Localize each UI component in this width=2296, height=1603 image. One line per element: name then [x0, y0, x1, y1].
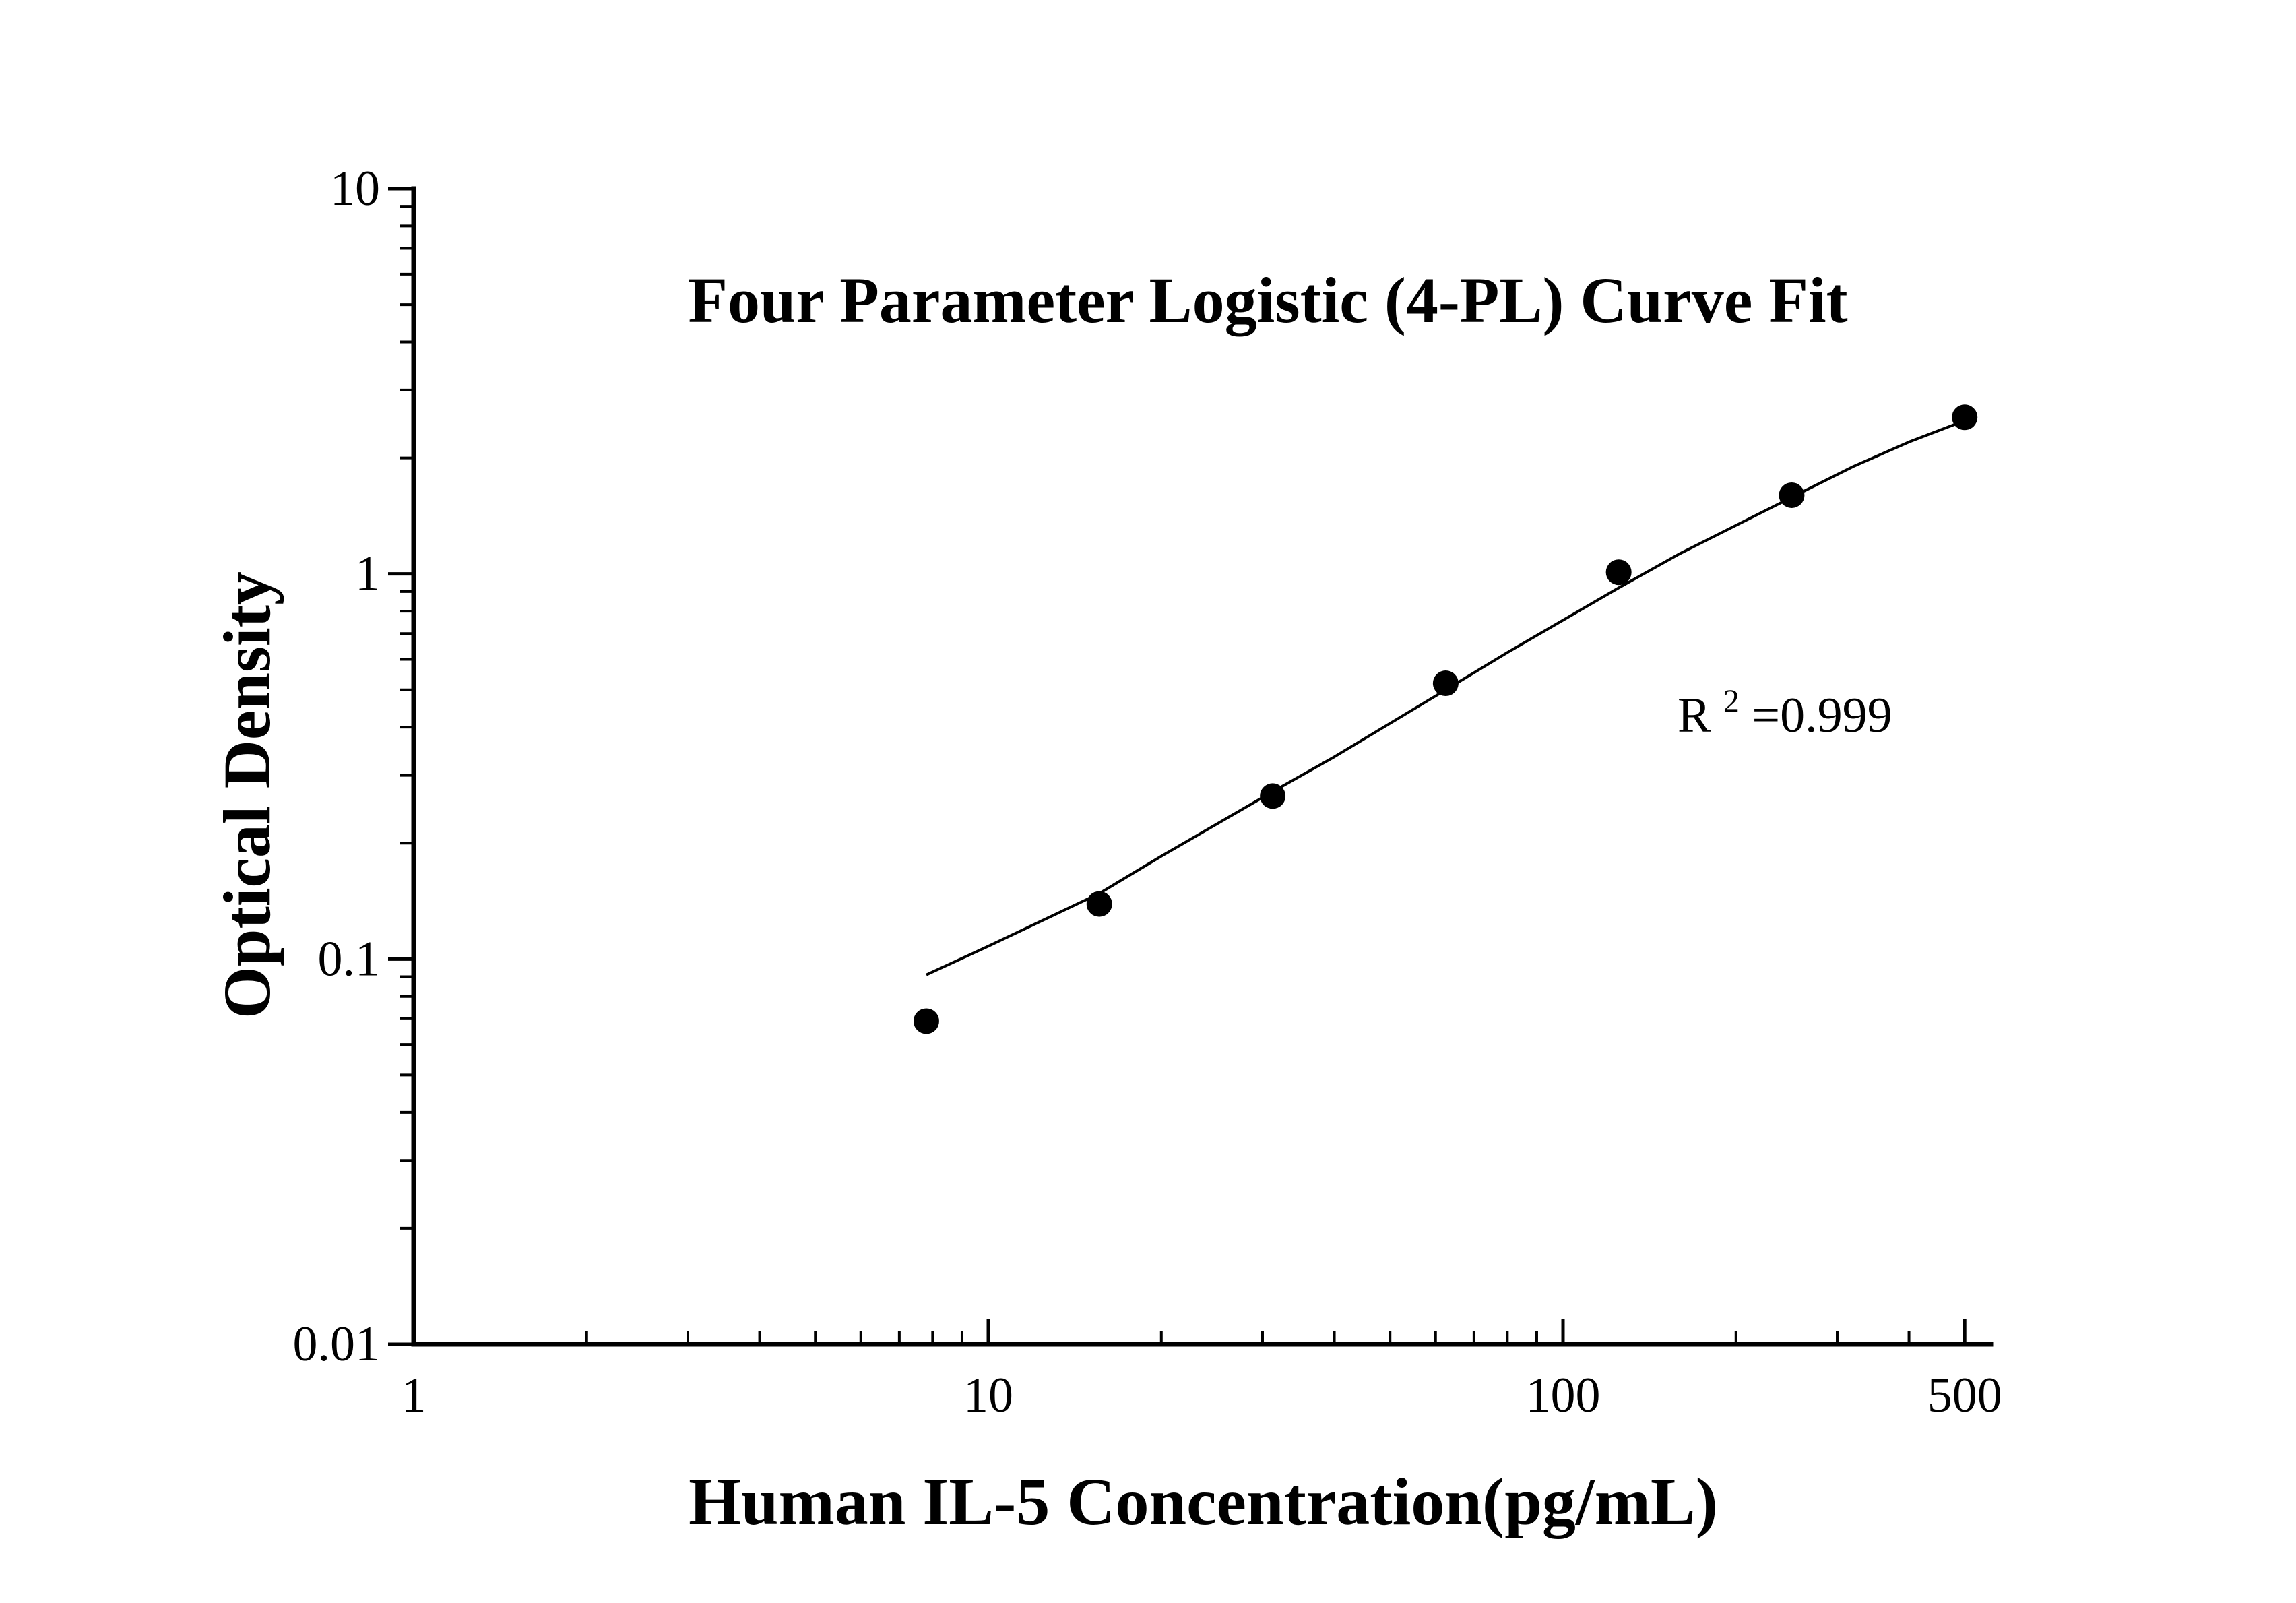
data-point [1260, 783, 1286, 809]
y-tick-label: 1 [355, 546, 380, 602]
axes [411, 186, 1994, 1347]
y-tick-label: 10 [330, 161, 380, 216]
x-tick-label: 500 [1927, 1368, 2002, 1423]
fit-curve-layer [926, 419, 1965, 976]
data-point [1952, 404, 1978, 431]
r-squared-value: =0.999 [1752, 688, 1892, 743]
y-axis-label: Optical Density [210, 571, 284, 1019]
y-tick-label: 0.1 [318, 931, 381, 986]
y-tick-label: 0.01 [293, 1317, 381, 1372]
ticks: 0.01 0.1 1 10 1 10 100 500 [293, 161, 2002, 1423]
fit-curve-line [926, 419, 1965, 976]
data-point [1605, 559, 1632, 586]
x-tick-label: 100 [1526, 1368, 1601, 1423]
data-points-layer [913, 404, 1978, 1034]
data-point [913, 1008, 939, 1034]
x-axis-label: Human IL-5 Concentration(pg/mL) [689, 1464, 1718, 1539]
x-tick-label: 10 [963, 1368, 1013, 1423]
x-tick-label: 1 [402, 1368, 426, 1423]
data-point [1086, 891, 1112, 917]
chart-title: Four Parameter Logistic (4-PL) Curve Fit [688, 264, 1847, 336]
r-squared-base: R [1678, 688, 1711, 743]
data-point [1779, 482, 1805, 508]
r-squared-superscript: 2 [1723, 683, 1740, 719]
r-squared-annotation: R 2 =0.999 [1678, 668, 1892, 743]
data-point [1432, 670, 1459, 697]
